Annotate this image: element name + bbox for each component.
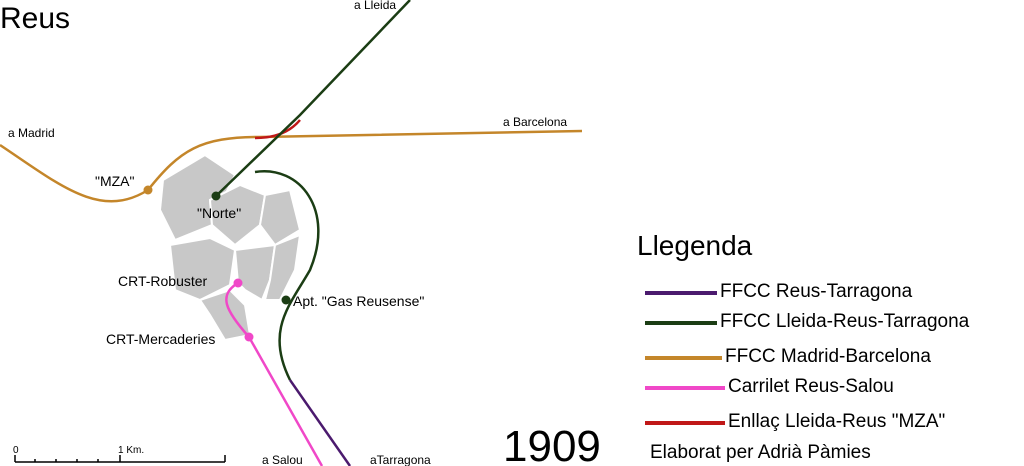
legend: FFCC Reus-Tarragona FFCC Lleida-Reus-Tarr… xyxy=(645,281,970,432)
legend-label: Enllaç Lleida-Reus "MZA" xyxy=(728,411,945,432)
map-title: Reus xyxy=(0,2,70,35)
station xyxy=(143,185,153,195)
station xyxy=(281,295,291,305)
map-label: a Salou xyxy=(262,453,303,466)
legend-label: FFCC Reus-Tarragona xyxy=(720,281,913,302)
map-label: Apt. "Gas Reusense" xyxy=(293,293,424,309)
map-label: a Madrid xyxy=(8,126,55,140)
map-label: "Norte" xyxy=(197,205,241,221)
map-label: aTarragona xyxy=(370,453,431,466)
lleida-line xyxy=(215,0,411,197)
town xyxy=(158,153,302,342)
legend-label: Carrilet Reus-Salou xyxy=(728,376,894,397)
scale-bar xyxy=(14,455,226,463)
map-label: "MZA" xyxy=(95,173,135,189)
reus-tarragona-line xyxy=(288,379,352,466)
map-label: CRT-Robuster xyxy=(118,273,208,289)
credit: Elaborat per Adrià Pàmies xyxy=(650,442,871,463)
scale-label: 1 Km. xyxy=(118,445,144,456)
year: 1909 xyxy=(503,422,601,466)
legend-title: Llegenda xyxy=(637,230,753,261)
legend-label: FFCC Madrid-Barcelona xyxy=(725,346,931,367)
station xyxy=(233,278,243,288)
scale-label: 0 xyxy=(13,445,19,456)
legend-label: FFCC Lleida-Reus-Tarragona xyxy=(720,311,970,332)
station xyxy=(211,191,221,201)
map-label: CRT-Mercaderies xyxy=(106,331,215,347)
map-label: a Barcelona xyxy=(503,115,567,129)
station xyxy=(244,332,254,342)
map-label: a Lleida xyxy=(354,0,396,12)
tarragona-line xyxy=(254,170,320,381)
